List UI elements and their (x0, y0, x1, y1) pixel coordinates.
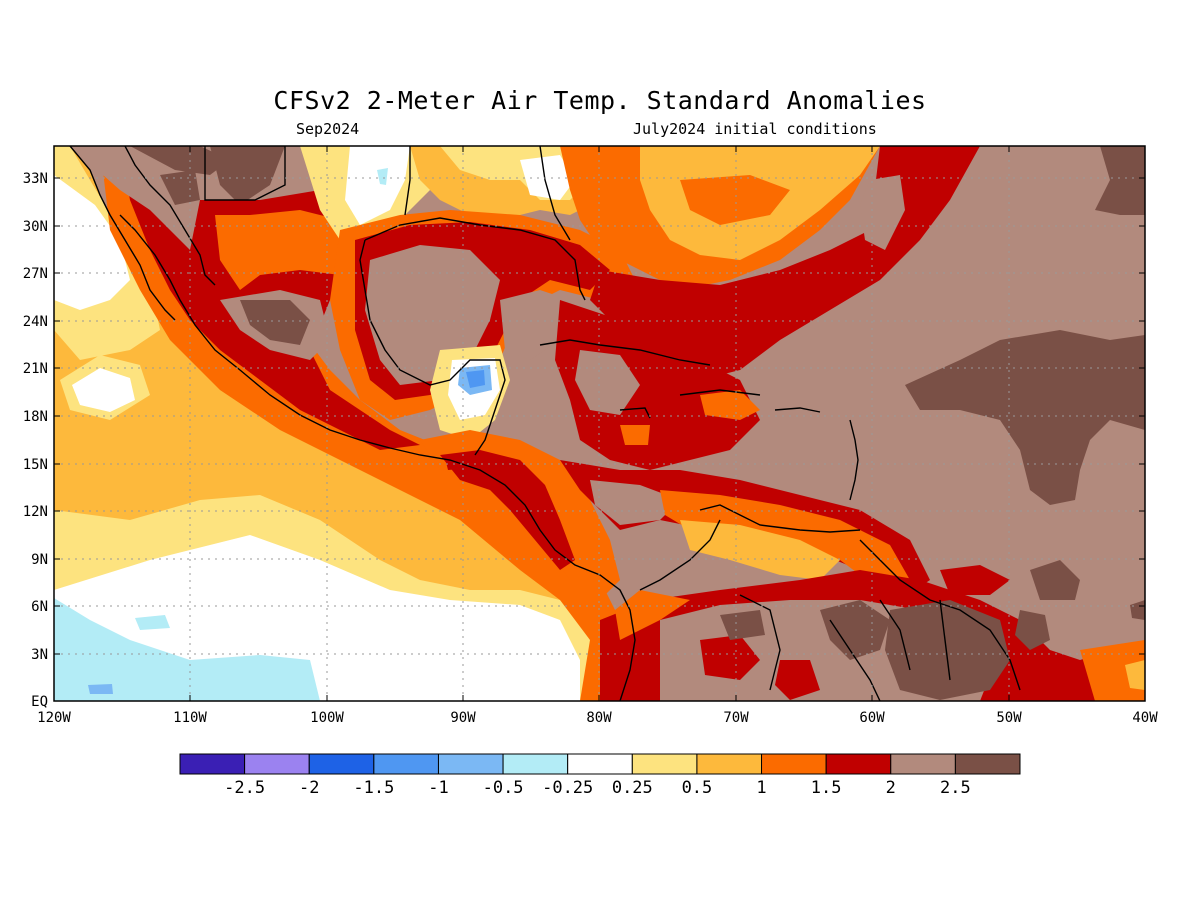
map-title: CFSv2 2-Meter Air Temp. Standard Anomali… (273, 86, 927, 115)
colorbar-label: -0.25 (542, 778, 593, 798)
longitude-axis: 120W 110W 100W 90W 80W 70W 60W 50W 40W (37, 146, 1158, 726)
coastlines (69, 146, 1021, 701)
lat-label: 24N (23, 314, 48, 330)
colorbar-label: 1 (756, 778, 766, 798)
colorbar-swatch (825, 753, 892, 775)
lon-label: 50W (996, 710, 1022, 726)
lat-label: 6N (31, 599, 48, 615)
colorbar-label: 1.5 (811, 778, 842, 798)
colorbar-swatch (567, 753, 633, 775)
colorbar: -2.5 -2 -1.5 -1 -0.5 -0.25 0.25 0.5 1 1.5 2 2.5 (179, 753, 1021, 798)
lat-label: 18N (23, 409, 48, 425)
colorbar-swatch (761, 753, 827, 775)
colorbar-swatch (179, 753, 246, 775)
colorbar-swatch (244, 753, 310, 775)
colorbar-label: 2 (886, 778, 896, 798)
lon-label: 40W (1132, 710, 1158, 726)
latitude-axis: 33N 30N 27N 24N 21N 18N 15N 12N 9N 6N 3N EQ (23, 171, 1145, 710)
colorbar-swatch (631, 753, 698, 775)
initial-conditions: July2024 initial conditions (633, 120, 877, 138)
colorbar-swatch (890, 753, 956, 775)
colorbar-label: 2.5 (940, 778, 971, 798)
colorbar-swatch (502, 753, 569, 775)
colorbar-label: -1.5 (353, 778, 394, 798)
lat-label: 15N (23, 457, 48, 473)
lon-label: 90W (450, 710, 476, 726)
colorbar-label: 0.25 (612, 778, 653, 798)
lat-label: 9N (31, 552, 48, 568)
lon-label: 70W (723, 710, 749, 726)
lon-label: 110W (173, 710, 207, 726)
colorbar-swatch (308, 753, 375, 775)
colorbar-swatch (696, 753, 763, 775)
lat-label: 27N (23, 266, 48, 282)
lon-label: 100W (310, 710, 344, 726)
lat-label: 3N (31, 647, 48, 663)
lon-label: 80W (586, 710, 612, 726)
colorbar-swatch (373, 753, 439, 775)
colorbar-label: -0.5 (483, 778, 524, 798)
colorbar-swatch (437, 753, 504, 775)
colorbar-label: -1 (428, 778, 448, 798)
colorbar-label: 0.5 (682, 778, 713, 798)
lon-label: 60W (859, 710, 885, 726)
anomaly-field (54, 146, 1145, 701)
lat-label: 33N (23, 171, 48, 187)
lat-label: 21N (23, 361, 48, 377)
colorbar-label: -2.5 (224, 778, 265, 798)
lat-label: 12N (23, 504, 48, 520)
graticule (54, 146, 1145, 701)
colorbar-label: -2 (299, 778, 319, 798)
lon-label: 120W (37, 710, 71, 726)
colorbar-swatch (954, 753, 1021, 775)
lat-label: 30N (23, 219, 48, 235)
forecast-month: Sep2024 (296, 120, 360, 138)
lat-label: EQ (31, 694, 48, 710)
